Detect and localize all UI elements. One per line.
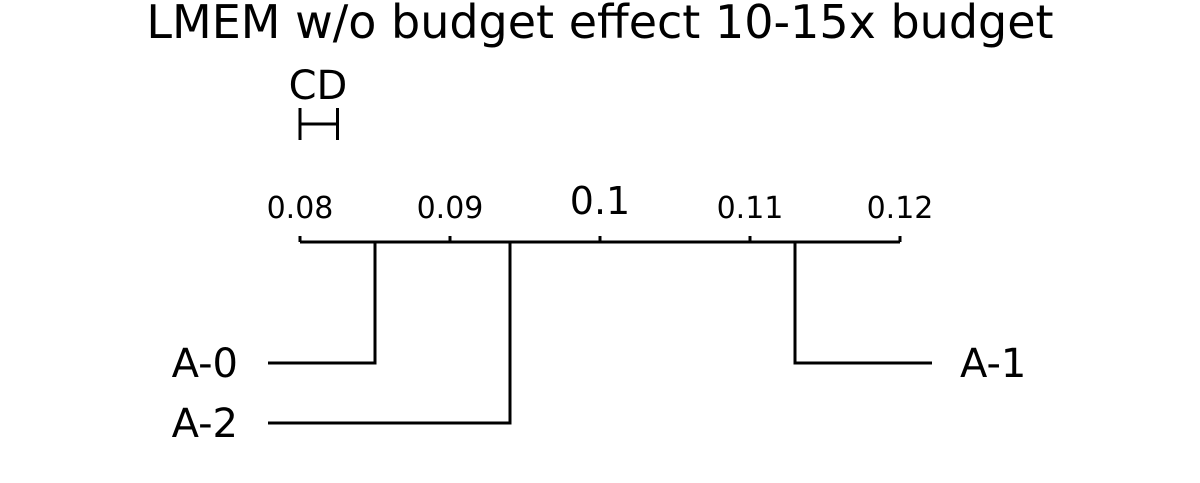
axis-tick-label: 0.1 — [570, 179, 630, 223]
cd-label: CD — [289, 63, 348, 109]
method-line-a-0 — [268, 242, 377, 365]
method-line-a-2 — [268, 242, 512, 425]
method-label-a-0: A-0 — [172, 341, 238, 387]
axis-tick-label: 0.11 — [717, 191, 784, 226]
axis-tick-label: 0.08 — [267, 191, 334, 226]
rank-axis: 0.08 0.09 0.1 0.11 0.12 — [267, 179, 934, 244]
axis-tick-label: 0.12 — [867, 191, 934, 226]
cd-bar — [298, 108, 339, 140]
method-markers: A-0 A-2 A-1 — [172, 242, 1026, 447]
method-label-a-1: A-1 — [960, 341, 1026, 387]
axis-tick-label: 0.09 — [417, 191, 484, 226]
chart-title: LMEM w/o budget effect 10-15x budget — [146, 0, 1053, 49]
method-line-a-1 — [793, 242, 932, 365]
method-label-a-2: A-2 — [172, 401, 238, 447]
